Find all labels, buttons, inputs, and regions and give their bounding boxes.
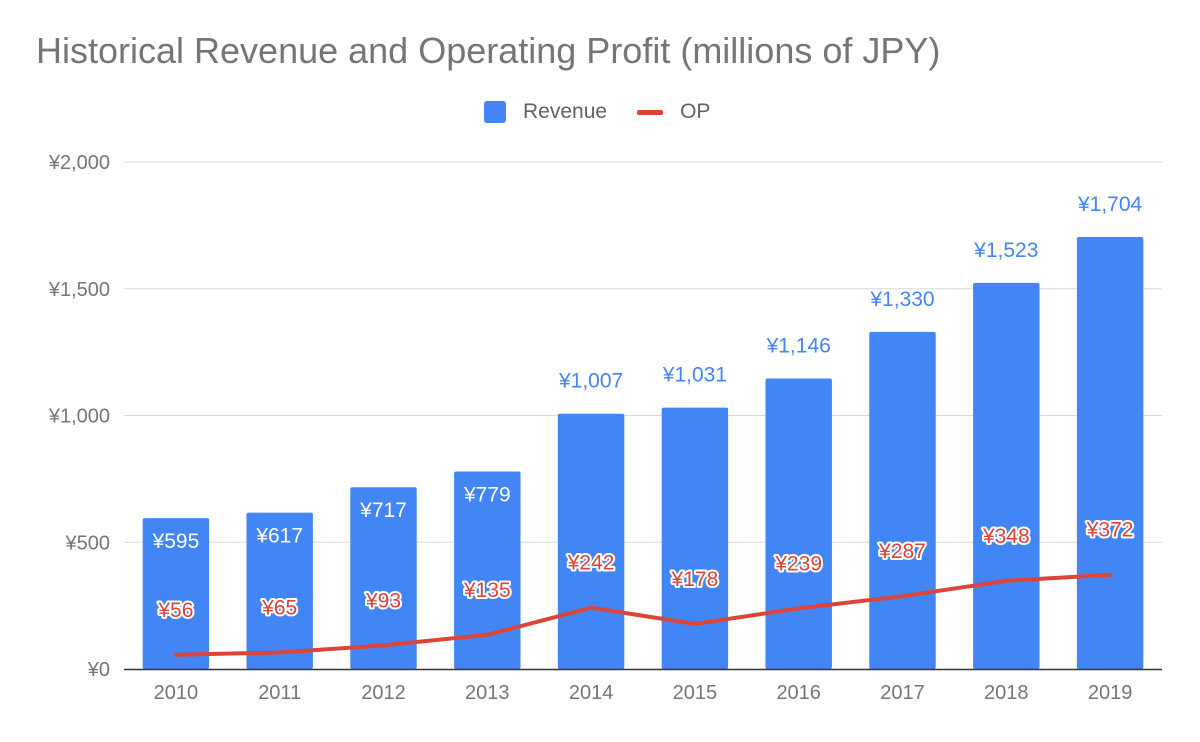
op-data-label: ¥239: [774, 552, 822, 575]
revenue-data-label: ¥617: [255, 525, 303, 548]
y-tick-label: ¥1,500: [48, 279, 110, 301]
revenue-bar: [1076, 237, 1144, 669]
revenue-data-label: ¥1,146: [766, 334, 831, 357]
x-tick-label: 2018: [984, 682, 1029, 704]
revenue-bar: [454, 471, 521, 669]
revenue-bar: [246, 512, 313, 669]
x-tick-label: 2017: [880, 682, 925, 704]
legend-item-revenue: Revenue: [484, 100, 607, 124]
revenue-bar: [869, 331, 936, 669]
revenue-bar: [973, 282, 1040, 669]
revenue-bar: [661, 407, 729, 669]
x-tick-label: 2016: [776, 682, 821, 704]
x-tick-label: 2014: [569, 682, 614, 704]
x-tick-label: 2019: [1088, 682, 1133, 704]
chart-title: Historical Revenue and Operating Profit …: [36, 30, 941, 71]
revenue-data-label: ¥1,523: [973, 239, 1038, 262]
op-data-label: ¥56: [157, 599, 193, 622]
y-tick-label: ¥500: [65, 532, 111, 554]
revenue-bar: [350, 487, 417, 669]
revenue-bar: [557, 413, 625, 669]
revenue-data-label: ¥1,704: [1077, 193, 1143, 216]
op-data-label: ¥65: [261, 597, 297, 620]
revenue-data-label: ¥1,007: [558, 370, 623, 393]
revenue-data-label: ¥717: [359, 499, 407, 522]
x-tick-label: 2015: [673, 682, 718, 704]
op-series-line: [173, 572, 1113, 657]
op-data-label: ¥287: [878, 540, 926, 563]
revenue-bar: [765, 378, 832, 669]
revenue-data-label: ¥779: [463, 484, 511, 507]
y-tick-label: ¥0: [87, 659, 110, 681]
legend-swatch-revenue: [484, 101, 506, 123]
legend-label-revenue: Revenue: [523, 100, 608, 123]
x-tick-label: 2013: [465, 682, 510, 704]
revenue-data-label: ¥1,330: [869, 288, 934, 311]
x-tick-label: 2012: [361, 682, 406, 704]
legend: Revenue OP: [484, 100, 740, 124]
op-data-label: ¥178: [671, 568, 719, 591]
op-data-label: ¥135: [463, 579, 511, 602]
op-data-label: ¥348: [982, 525, 1030, 548]
revenue-data-label: ¥595: [152, 530, 200, 553]
op-data-label: ¥93: [365, 589, 401, 612]
x-tick-label: 2010: [154, 682, 199, 704]
y-tick-label: ¥2,000: [48, 152, 110, 174]
op-data-label: ¥372: [1086, 519, 1134, 542]
y-tick-label: ¥1,000: [48, 406, 110, 428]
revenue-data-label: ¥1,031: [662, 364, 727, 387]
legend-label-op: OP: [680, 100, 711, 123]
revenue-bar: [142, 518, 210, 669]
x-tick-label: 2011: [258, 682, 301, 704]
legend-swatch-op: [637, 109, 664, 115]
legend-item-op: OP: [637, 100, 710, 124]
op-data-label: ¥242: [567, 552, 615, 575]
